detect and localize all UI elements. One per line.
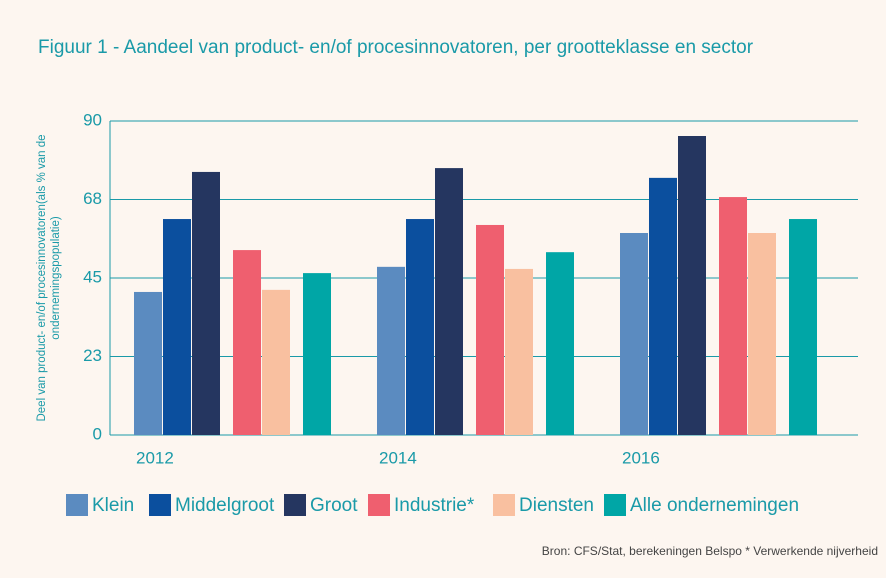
- bar: [377, 266, 405, 435]
- bar: [303, 273, 331, 435]
- y-tick-label: 90: [83, 110, 102, 129]
- bar: [748, 232, 776, 435]
- bar: [134, 291, 162, 435]
- y-tick-label: 45: [83, 267, 102, 286]
- legend-swatch: [604, 494, 626, 516]
- bar: [678, 136, 706, 435]
- legend-swatch: [149, 494, 171, 516]
- x-tick-label: 2014: [379, 448, 417, 467]
- bar: [435, 168, 463, 435]
- bar: [505, 268, 533, 435]
- legend-label: Klein: [92, 495, 134, 516]
- legend-label: Groot: [310, 495, 358, 516]
- y-axis-label: Deel van product- en/of procesinnovatore…: [36, 134, 48, 421]
- legend-swatch: [368, 494, 390, 516]
- bar: [163, 219, 191, 435]
- legend-label: Industrie*: [394, 495, 475, 516]
- x-tick-label: 2012: [136, 448, 174, 467]
- legend-label: Alle ondernemingen: [630, 495, 799, 516]
- bar: [649, 177, 677, 435]
- legend-swatch: [66, 494, 88, 516]
- bar: [476, 224, 504, 435]
- bar: [262, 289, 290, 435]
- bar: [192, 171, 220, 435]
- bar: [789, 219, 817, 435]
- source-note: Bron: CFS/Stat, berekeningen Belspo * Ve…: [542, 544, 878, 558]
- chart-title: Figuur 1 - Aandeel van product- en/of pr…: [38, 37, 754, 58]
- legend-label: Middelgroot: [175, 495, 275, 516]
- y-tick-label: 0: [93, 424, 102, 443]
- bar: [719, 197, 747, 435]
- bar: [620, 232, 648, 435]
- y-axis-label: ondernemingspopulatie): [50, 216, 62, 340]
- legend-label: Diensten: [519, 495, 594, 516]
- y-tick-label: 68: [83, 189, 102, 208]
- bar: [406, 219, 434, 435]
- y-tick-label: 23: [83, 346, 102, 365]
- legend-swatch: [284, 494, 306, 516]
- legend-swatch: [493, 494, 515, 516]
- bar: [233, 250, 261, 435]
- bar: [546, 252, 574, 435]
- x-tick-label: 2016: [622, 448, 660, 467]
